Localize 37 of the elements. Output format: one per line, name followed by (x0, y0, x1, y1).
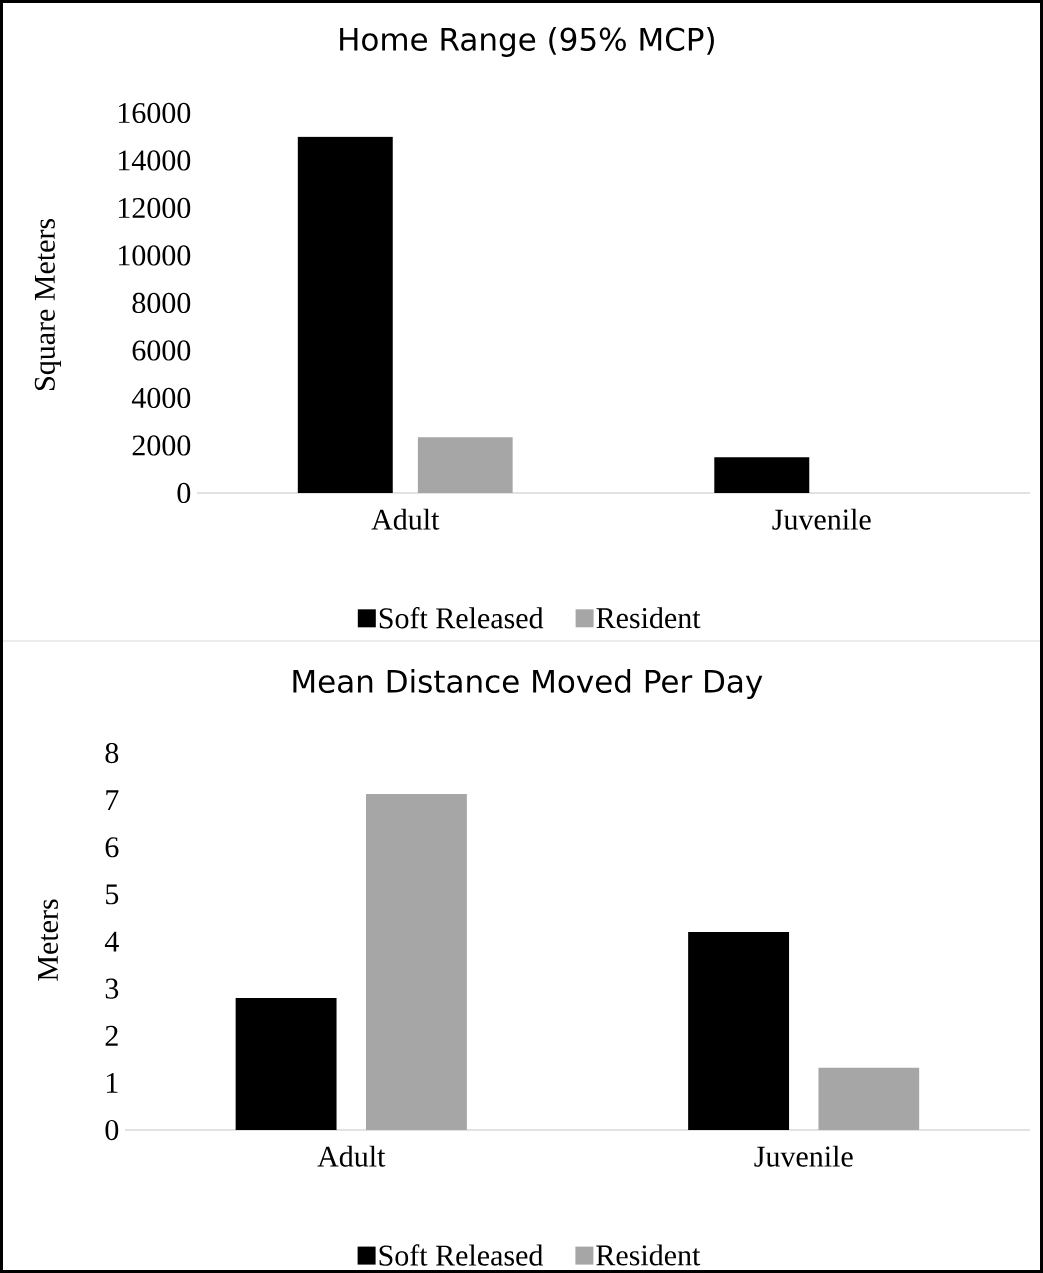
y-tick-label: 10000 (118, 245, 191, 266)
bar (714, 457, 810, 493)
legend-label: Resident (596, 607, 701, 629)
y-tick-label: 1 (106, 1072, 118, 1093)
bar (688, 932, 790, 1130)
bar (365, 794, 467, 1130)
y-tick-label: 8 (105, 742, 119, 764)
chart-title: Mean Distance Moved Per Day (293, 669, 763, 700)
y-tick-label: 12000 (118, 197, 191, 219)
y-tick-label: 6000 (132, 340, 191, 361)
x-tick-label: Juvenile (772, 508, 871, 530)
y-tick-label: 7 (106, 790, 119, 810)
y-tick-label: 6 (105, 837, 119, 858)
y-tick-label: 16000 (118, 102, 191, 124)
x-tick-label: Juvenile (754, 1145, 853, 1167)
y-tick-label: 2 (105, 1025, 118, 1046)
bar (235, 998, 337, 1130)
bar (417, 437, 513, 493)
y-axis-title: Square Meters (34, 218, 62, 390)
y-tick-label: 4 (104, 931, 119, 952)
chart-title: Home Range (95% MCP) (340, 27, 714, 57)
y-tick-label: 4000 (131, 387, 191, 409)
x-tick-label: Adult (371, 508, 440, 530)
bar (818, 1067, 920, 1130)
y-tick-label: 8000 (132, 292, 191, 314)
y-tick-label: 0 (105, 1119, 119, 1141)
legend-label: Soft Released (379, 1244, 544, 1266)
x-tick-label: Adult (317, 1145, 386, 1167)
y-axis-title: Meters (38, 899, 59, 981)
legend-label: Soft Released (379, 607, 544, 629)
y-tick-label: 5 (106, 884, 119, 905)
y-tick-label: 0 (177, 482, 191, 504)
y-tick-label: 3 (105, 978, 119, 999)
legend-label: Resident (596, 1244, 701, 1266)
y-tick-label: 14000 (118, 150, 191, 171)
bar (297, 136, 393, 493)
y-tick-label: 2000 (132, 435, 191, 456)
